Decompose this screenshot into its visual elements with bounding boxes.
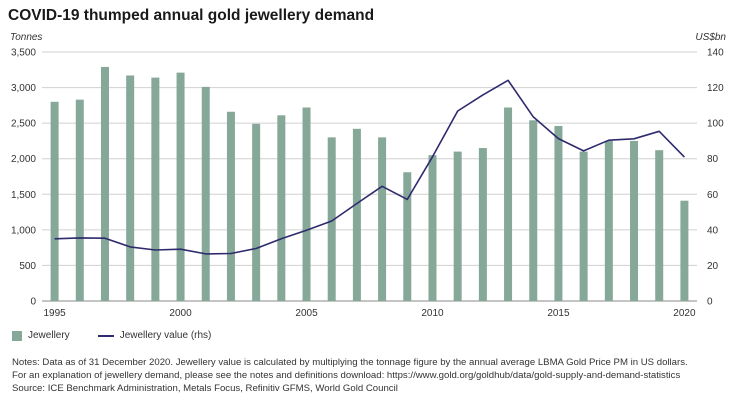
y-tick-label: 3,000 (11, 83, 36, 94)
y2-tick-label: 0 (707, 297, 713, 308)
left-axis-unit: Tonnes (10, 32, 43, 43)
bar (478, 148, 487, 301)
right-axis-unit: US$bn (695, 32, 726, 43)
bar (453, 151, 462, 301)
y-tick-label: 1,000 (11, 225, 36, 236)
chart-area: 0 0 500 20 1,000 40 1,500 60 2,000 80 2,500 100 3,00… (11, 48, 724, 320)
x-tick-label: 2000 (169, 308, 192, 319)
notes: Notes: Data as of 31 December 2020. Jewe… (12, 356, 732, 395)
bar (579, 151, 588, 301)
y2-tick-label: 40 (707, 225, 719, 236)
legend: Jewellery Jewellery value (rhs) (12, 330, 211, 341)
source-line: Source: ICE Benchmark Administration, Me… (12, 383, 398, 394)
bar (75, 99, 84, 301)
y-tick-label: 3,500 (11, 48, 36, 59)
bar (176, 72, 185, 301)
chart-title: COVID-19 thumped annual gold jewellery d… (8, 7, 375, 24)
note-line: Notes: Data as of 31 December 2020. Jewe… (12, 357, 688, 368)
y2-tick-label: 60 (707, 190, 719, 201)
value-line (54, 79, 685, 255)
bar (302, 107, 311, 302)
bar (252, 123, 261, 302)
x-tick-label: 2020 (673, 308, 696, 319)
bar (201, 86, 210, 301)
bar (100, 66, 109, 301)
x-tick-label: 2010 (421, 308, 444, 319)
bar (630, 140, 639, 301)
bar (504, 107, 513, 302)
y-tick-label: 500 (19, 261, 36, 272)
x-tick-label: 2005 (295, 308, 318, 319)
y-tick-label: 2,500 (11, 119, 36, 130)
y2-tick-label: 80 (707, 154, 719, 165)
bar (226, 111, 235, 301)
bar (655, 150, 664, 301)
legend-bar-swatch (12, 330, 22, 341)
y-tick-label: 2,000 (11, 154, 36, 165)
x-tick-label: 2015 (547, 308, 570, 319)
bar (554, 125, 563, 301)
bar (529, 120, 538, 301)
legend-line-swatch (97, 334, 114, 337)
bar (151, 77, 160, 302)
y-tick-label: 0 (30, 297, 36, 308)
bar (428, 155, 437, 301)
bar (327, 137, 336, 301)
bar (403, 172, 412, 301)
legend-line-label: Jewellery value (rhs) (119, 330, 212, 341)
bar (378, 137, 387, 301)
bar (277, 115, 286, 302)
y2-tick-label: 120 (707, 83, 724, 94)
bar (126, 75, 135, 301)
y2-tick-label: 140 (707, 48, 724, 59)
bar (352, 128, 361, 301)
y-tick-label: 1,500 (11, 190, 36, 201)
y2-tick-label: 20 (707, 261, 719, 272)
note-line: For an explanation of jewellery demand, … (12, 370, 681, 381)
legend-bars-label: Jewellery (28, 330, 70, 341)
bar (50, 101, 59, 301)
bar (604, 140, 613, 301)
y2-tick-label: 100 (707, 119, 724, 130)
bar (680, 200, 689, 301)
x-tick-label: 1995 (43, 308, 66, 319)
